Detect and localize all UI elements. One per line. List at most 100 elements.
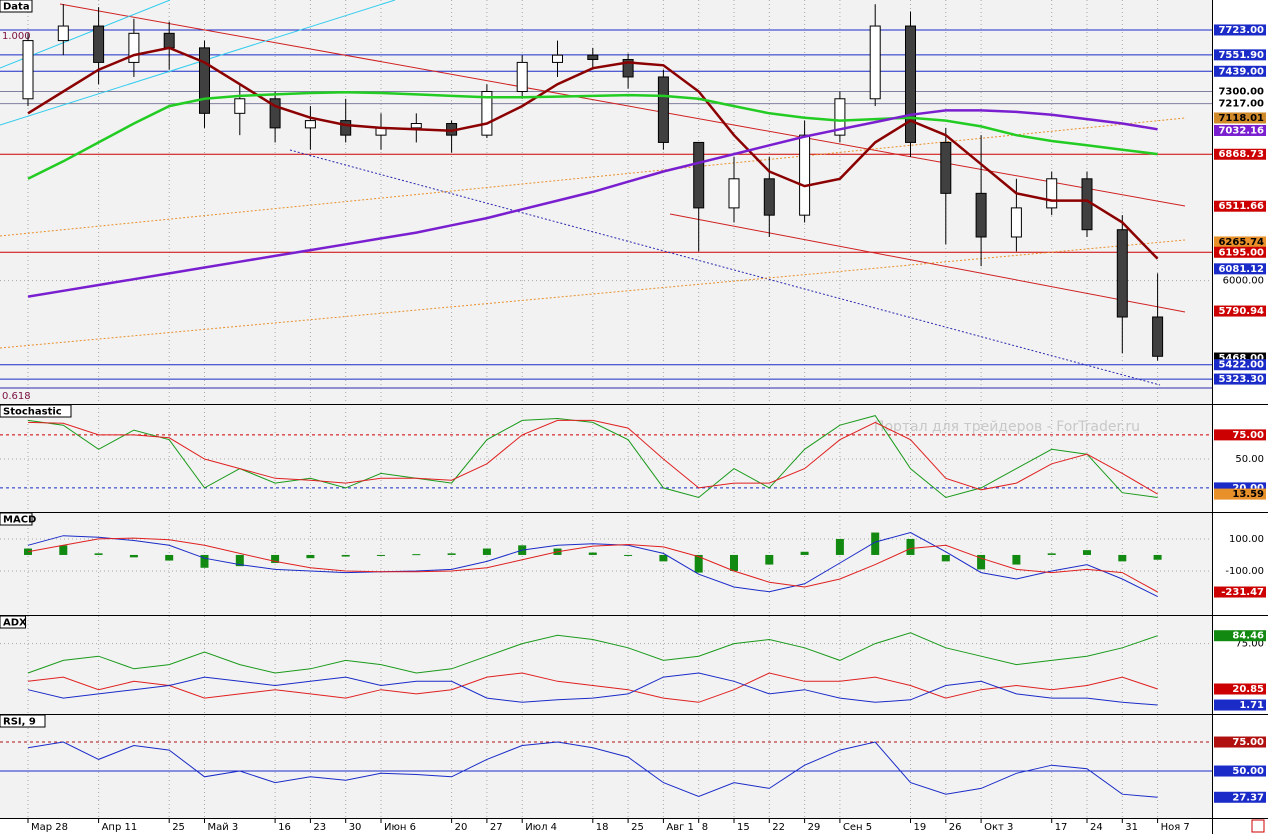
x-tick-label: 25 [172,822,185,833]
level-tag [1214,791,1266,803]
level-tag [1214,112,1266,124]
x-tick-label: Окт 3 [984,822,1013,833]
histogram-bar [659,554,668,562]
histogram-bar [59,545,68,555]
x-tick-label: 30 [349,822,362,833]
level-tag [1214,49,1266,61]
x-tick-label: 26 [949,822,962,833]
x-tick-label: 27 [490,822,503,833]
x-tick-label: 17 [1055,822,1068,833]
x-tick-label: 8 [702,822,708,833]
level-tag [1214,359,1266,371]
level-tag [1214,65,1266,77]
level-tag [1214,124,1266,136]
level-tag [1214,352,1266,364]
watermark: Портал для трейдеров - ForTrader.ru [874,419,1140,435]
candle-body [93,25,105,63]
candle-body [1152,316,1164,357]
level-tag [1214,736,1266,748]
histogram-bar [235,554,244,567]
level-label: 7439.00 [1218,66,1264,77]
histogram-bar [941,554,950,562]
series-line [27,531,1158,598]
panel-title-box [0,404,72,418]
candle-body [657,76,669,143]
level-tag [1214,630,1266,642]
level-label: 75.00 [1232,430,1264,441]
series-line [27,537,1158,593]
level-label: 5468.00 [1218,353,1264,364]
panel-title: ADX [3,618,27,629]
level-tag [1214,246,1266,258]
trendline [0,0,396,126]
level-label: 50.00 [1232,766,1264,777]
level-tag [1214,24,1266,36]
level-tag [1214,200,1266,212]
series-line [27,419,1158,495]
candle-body [1046,178,1058,209]
histogram-bar [306,554,315,559]
candle-body [1010,207,1022,238]
trendline [59,3,1186,207]
x-tick-label: 29 [808,822,821,833]
x-tick-label: 31 [1125,822,1138,833]
histogram-bar [482,548,491,555]
candle-body [199,47,210,114]
histogram-bar [588,552,597,555]
y-tick-label: -100.00 [1225,566,1264,577]
level-tag [1214,263,1266,275]
corner-icon[interactable] [1251,819,1265,833]
histogram-bar [624,554,633,556]
level-label: 6511.66 [1218,201,1264,212]
panel-title-box [0,714,46,728]
histogram-bar [835,538,844,555]
x-tick-label: 20 [455,822,468,833]
panel-title-box [0,512,33,526]
level-tag [1214,305,1266,317]
level-label: 6868.73 [1218,149,1264,160]
level-label: 7300.00 [1218,87,1264,98]
panel-title-box [0,0,33,13]
candle-body [481,91,493,136]
candle-body [552,54,563,63]
candle-body [340,120,352,136]
x-tick-label: Апр 11 [102,822,138,833]
histogram-bar [871,532,880,555]
histogram-bar [1047,553,1056,555]
level-label: -231.47 [1221,587,1264,598]
series-line [27,632,1158,674]
x-tick-label: 24 [1090,822,1103,833]
histogram-bar [694,554,703,573]
level-label: 20.85 [1232,684,1264,695]
series-line [27,90,1158,180]
candle-body [834,98,846,136]
candle-body [587,54,599,61]
candle-body [57,25,69,42]
series-line [27,46,1159,260]
y-tick-label: 100.00 [1229,534,1264,545]
x-tick-label: Мар 28 [31,822,68,833]
level-tag [1214,482,1266,494]
level-label: 5790.94 [1218,306,1264,317]
level-label: 7118.01 [1218,113,1264,124]
histogram-bar [1012,554,1021,565]
panel-title: Data [3,2,30,13]
level-label: 7723.00 [1218,25,1264,36]
histogram-bar [800,551,809,555]
x-tick-label: 23 [313,822,326,833]
fib-label: 1.000 [2,31,31,42]
y-tick-label: 50.00 [1235,454,1264,465]
panel-title: MACD [3,515,36,526]
histogram-bar [412,554,421,556]
level-tag [1214,586,1266,598]
candle-body [728,178,740,209]
series-line [27,672,1158,703]
candle-body [763,178,775,216]
x-tick-label: Ноя 7 [1161,822,1190,833]
y-tick-label: 75.00 [1235,639,1264,650]
level-label: 1.71 [1239,700,1264,711]
candle-body [22,40,34,100]
level-tag [1214,86,1266,98]
histogram-bar [1153,554,1162,560]
